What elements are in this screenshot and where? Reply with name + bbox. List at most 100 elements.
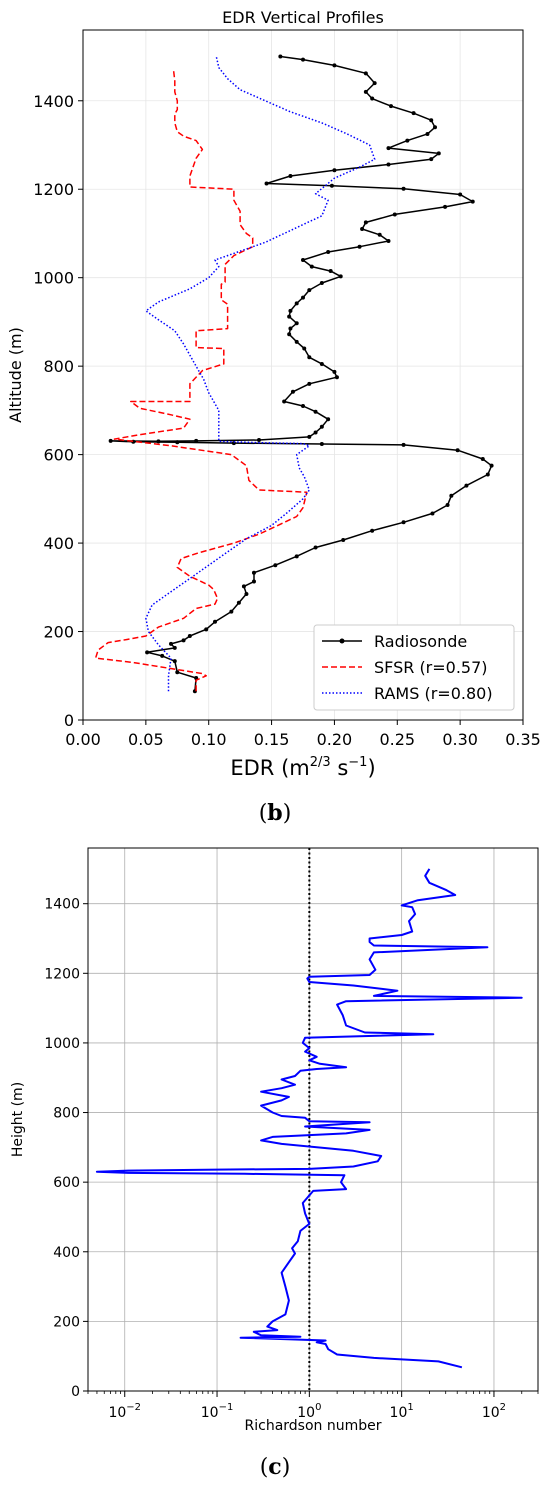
tick-exponent: 2 [500, 1402, 506, 1413]
radiosonde-point [455, 448, 460, 453]
radiosonde-point [251, 579, 256, 584]
y-tick-label: 1200 [33, 180, 74, 199]
radiosonde-point [307, 381, 312, 386]
radiosonde-point [386, 146, 391, 151]
radiosonde-point [386, 238, 391, 243]
tick-base: 10 [108, 1405, 126, 1421]
radiosonde-point [313, 430, 318, 435]
radiosonde-point [294, 301, 299, 306]
radiosonde-point [326, 417, 331, 422]
radiosonde-point [458, 192, 463, 197]
richardson-series-line [95, 868, 523, 1369]
y-axis-label: Height (m) [10, 1082, 26, 1157]
radiosonde-point [332, 369, 337, 374]
radiosonde-point [278, 54, 283, 59]
y-tick-label: 1000 [33, 269, 74, 288]
radiosonde-point [294, 321, 299, 326]
tick-base: 10 [201, 1405, 219, 1421]
x-tick-label: 101 [390, 1402, 414, 1421]
radiosonde-point [332, 63, 337, 68]
radiosonde-point [194, 438, 199, 443]
y-tick-label: 200 [53, 1314, 80, 1330]
radiosonde-point [464, 483, 469, 488]
radiosonde-point [360, 227, 365, 232]
radiosonde-point [172, 645, 177, 650]
radiosonde-point [282, 399, 287, 404]
x-axis-label-superscript: −1 [348, 755, 367, 770]
richardson-number-chart: 10−2 10−1 100 101 10202004006008001000120014… [10, 847, 539, 1434]
radiosonde-point [401, 186, 406, 191]
radiosonde-point [332, 168, 337, 173]
plot-frame [87, 847, 539, 1392]
x-tick-label: 0.05 [128, 730, 164, 749]
radiosonde-point [363, 89, 368, 94]
edr-profile-chart: 0.00 0.05 0.10 0.15 0.20 0.25 0.30 0.35 0 200 400 6… [6, 8, 541, 780]
radiosonde-point [287, 314, 292, 319]
radiosonde-point [309, 264, 314, 269]
radiosonde-point [319, 424, 324, 429]
radiosonde-point [301, 403, 305, 408]
radiosonde-point [430, 511, 435, 516]
x-axis-label-part: EDR (m [230, 756, 309, 780]
y-tick-label: 0 [64, 711, 74, 730]
tick-exponent: −1 [219, 1402, 234, 1413]
legend-marker [339, 638, 345, 644]
tick-base: 10 [390, 1405, 408, 1421]
radiosonde-point [290, 389, 295, 394]
radiosonde-point [229, 609, 234, 614]
y-tick-label: 800 [43, 357, 74, 376]
legend-label: RAMS (r=0.80) [374, 684, 493, 703]
radiosonde-point [169, 641, 173, 646]
x-tick-label: 0.00 [65, 730, 101, 749]
radiosonde-point [480, 457, 485, 462]
radiosonde-point [405, 138, 410, 143]
radiosonde-point [319, 442, 324, 446]
x-axis-label: Richardson number [245, 1418, 382, 1434]
x-axis-label-part: ) [367, 756, 375, 780]
radiosonde-point [264, 181, 269, 186]
radiosonde-point [401, 520, 406, 525]
radiosonde-point [294, 554, 299, 559]
radiosonde-point [326, 250, 331, 255]
tick-base: 10 [297, 1405, 315, 1421]
x-tick-label: 10−1 [201, 1402, 234, 1421]
x-axis-label-part: s [331, 756, 349, 780]
radiosonde-point [389, 104, 393, 109]
radiosonde-point [251, 570, 256, 575]
radiosonde-point [175, 440, 180, 445]
radiosonde-point [377, 232, 382, 237]
tick-exponent: 0 [315, 1402, 321, 1413]
radiosonde-point [449, 493, 454, 498]
radiosonde-point [485, 472, 490, 477]
radiosonde-point [392, 212, 397, 217]
series-line-2 [94, 69, 308, 692]
radiosonde-point [370, 528, 375, 533]
radiosonde-point [489, 463, 494, 468]
radiosonde-point [236, 600, 241, 605]
radiosonde-point [294, 339, 299, 344]
radiosonde-point [401, 442, 406, 447]
radiosonde-point [443, 204, 448, 209]
radiosonde-point [357, 244, 362, 249]
radiosonde-point [313, 545, 318, 550]
radiosonde-point [319, 361, 324, 366]
y-axis-label: Altitude (m) [6, 327, 25, 423]
radiosonde-point [429, 118, 434, 123]
radiosonde-point [313, 409, 318, 414]
radiosonde-point [338, 274, 343, 279]
radiosonde-point [288, 173, 293, 178]
x-tick-label: 102 [482, 1402, 506, 1421]
x-axis-label-superscript: 2/3 [310, 755, 331, 770]
radiosonde-point [433, 125, 437, 130]
y-tick-label: 800 [53, 1106, 80, 1122]
radiosonde-point [273, 563, 278, 568]
radiosonde-point [425, 131, 430, 136]
y-tick-label: 1400 [33, 92, 74, 111]
x-tick-label: 0.25 [379, 730, 415, 749]
radiosonde-point [301, 295, 305, 300]
tick-exponent: 1 [407, 1402, 413, 1413]
radiosonde-point [470, 199, 475, 204]
radiosonde-point [372, 81, 377, 86]
x-tick-label: 0.10 [191, 730, 227, 749]
tick-exponent: −2 [126, 1402, 141, 1413]
